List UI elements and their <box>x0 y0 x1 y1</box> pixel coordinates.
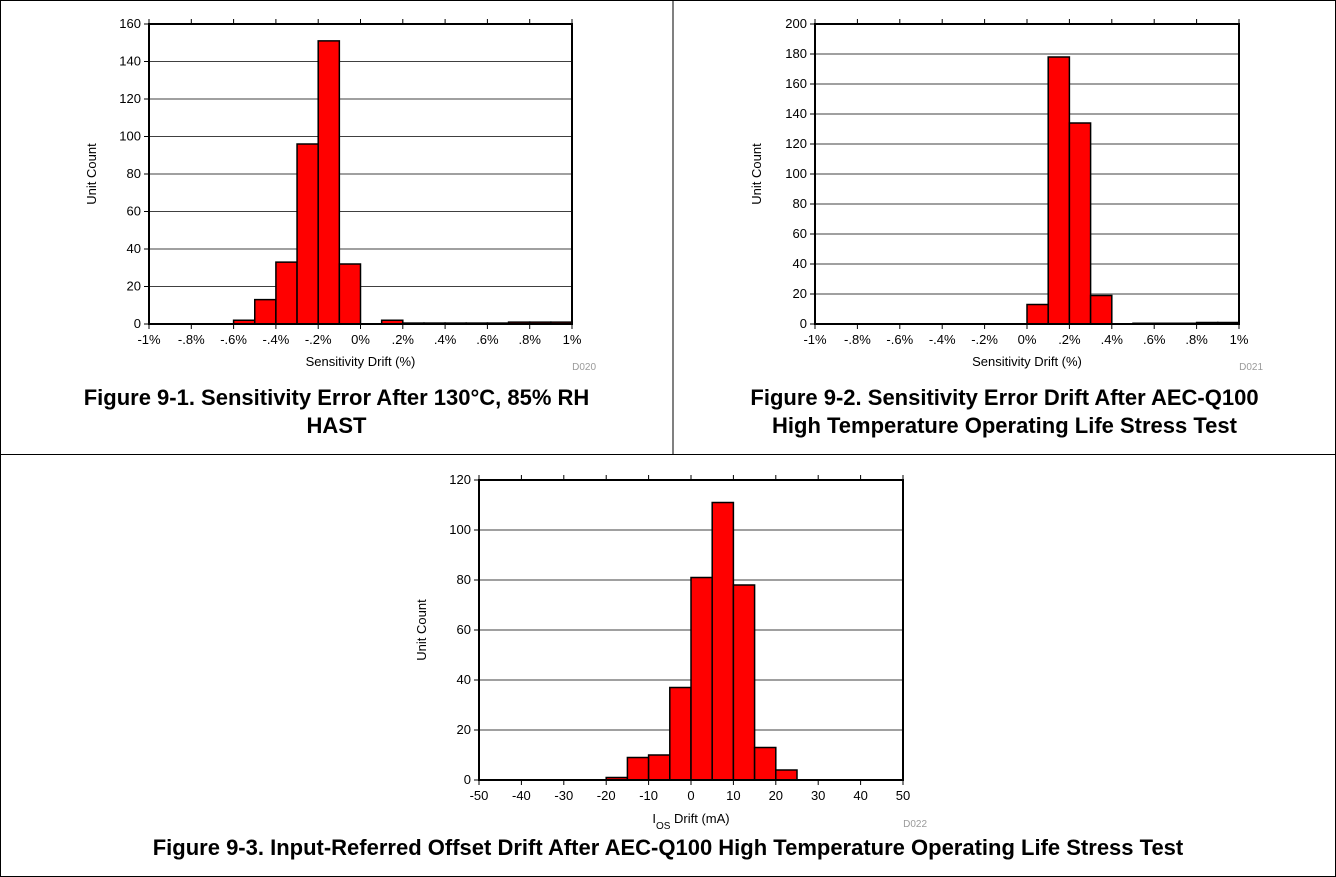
fig2-ytick-label: 140 <box>785 106 807 121</box>
fig1-ytick-label: 120 <box>119 91 141 106</box>
fig1-xtick-label: -.4% <box>263 332 290 347</box>
fig1-bar-4 <box>317 40 341 325</box>
fig3-figure-code: D022 <box>903 819 927 830</box>
chart-fig2: 0 20 40 60 80 100 120 140 160 180 200 -1% -.8% -.6% -.… <box>749 16 1263 373</box>
fig2-figure-code: D021 <box>1239 362 1263 373</box>
fig1-ytick-label: 140 <box>119 54 141 69</box>
fig2-ytick-label: 180 <box>785 46 807 61</box>
fig1-ylabel: Unit Count <box>84 143 99 205</box>
fig1-bar-2 <box>275 261 298 325</box>
fig3-xtick-label: 20 <box>769 788 783 803</box>
figure-9-1: 0 20 40 60 80 100 120 140 160 -1% -.8% -.6% -.4% -.2%… <box>0 0 673 454</box>
fig2-ytick-label: 80 <box>793 196 807 211</box>
fig1-ytick-label: 40 <box>127 241 141 256</box>
fig3-bar-5 <box>711 501 735 781</box>
fig1-xtick-label: 0% <box>351 332 370 347</box>
fig2-ylabel: Unit Count <box>749 143 764 205</box>
fig1-xlabel: Sensitivity Drift (%) <box>306 354 416 369</box>
fig1-ytick-label: 100 <box>119 129 141 144</box>
fig3-ytick-label: 60 <box>457 622 471 637</box>
fig2-xtick-label: -.2% <box>971 332 998 347</box>
fig1-ytick-label: 60 <box>127 204 141 219</box>
fig1-ytick-label: 20 <box>127 279 141 294</box>
figure-9-3: 0 20 40 60 80 100 120 -50 -40 -30 -20 -10 0 10 20 30 40 5… <box>0 455 1336 877</box>
fig1-xtick-label: .2% <box>392 332 415 347</box>
fig3-xtick-label: -10 <box>639 788 658 803</box>
fig2-bar-3 <box>1089 294 1113 325</box>
caption-fig1-line2: HAST <box>306 413 367 438</box>
fig3-xtick-label: -40 <box>512 788 531 803</box>
caption-fig2-line1: Figure 9-2. Sensitivity Error Drift Afte… <box>750 385 1259 410</box>
fig3-ytick-label: 20 <box>457 722 471 737</box>
fig2-xtick-label: 0% <box>1018 332 1037 347</box>
fig1-xtick-label: -.8% <box>178 332 205 347</box>
fig2-bar-0 <box>1026 303 1049 325</box>
fig3-xtick-label: 10 <box>726 788 740 803</box>
fig2-ytick-label: 120 <box>785 136 807 151</box>
fig1-xtick-label: -.2% <box>305 332 332 347</box>
fig1-xtick-label: .8% <box>518 332 541 347</box>
fig2-xtick-label: .4% <box>1101 332 1124 347</box>
fig3-bar-8 <box>775 769 798 781</box>
caption-fig3: Figure 9-3. Input-Referred Offset Drift … <box>152 835 1184 860</box>
fig2-ytick-label: 20 <box>793 286 807 301</box>
fig1-ytick-label: 80 <box>127 166 141 181</box>
fig2-xtick-label: -1% <box>803 332 827 347</box>
fig3-xtick-label: 0 <box>687 788 694 803</box>
fig3-ytick-label: 40 <box>457 672 471 687</box>
fig3-ylabel: Unit Count <box>414 599 429 661</box>
fig2-xtick-label: .6% <box>1143 332 1166 347</box>
chart-fig3: 0 20 40 60 80 100 120 -50 -40 -30 -20 -10 0 10 20 30 40 5… <box>414 472 927 832</box>
fig3-ytick-label: 120 <box>449 472 471 487</box>
fig1-ytick-label: 160 <box>119 16 141 31</box>
fig1-ytick-label: 0 <box>134 316 141 331</box>
caption-fig2-line2: High Temperature Operating Life Stress T… <box>772 413 1237 438</box>
fig2-xtick-label: 1% <box>1230 332 1249 347</box>
fig2-xtick-label: .8% <box>1185 332 1208 347</box>
fig2-ytick-label: 0 <box>800 316 807 331</box>
fig1-xtick-label: -1% <box>137 332 161 347</box>
fig1-bar-1 <box>254 298 277 325</box>
fig3-ytick-label: 100 <box>449 522 471 537</box>
fig2-ytick-label: 160 <box>785 76 807 91</box>
fig2-bar-2 <box>1068 122 1092 325</box>
fig2-ytick-label: 40 <box>793 256 807 271</box>
fig2-xtick-label: -.6% <box>886 332 913 347</box>
fig1-bar-5 <box>338 263 362 325</box>
fig1-gridlines <box>149 61 572 287</box>
fig3-xtick-label: 40 <box>853 788 867 803</box>
fig2-ytick-label: 200 <box>785 16 807 31</box>
fig2-ytick-label: 100 <box>785 166 807 181</box>
figure-9-2: 0 20 40 60 80 100 120 140 160 180 200 -1% -.8% -.6% -.… <box>673 0 1336 454</box>
fig3-ytick-label: 0 <box>464 772 471 787</box>
fig2-xtick-label: -.4% <box>929 332 956 347</box>
fig3-ytick-label: 80 <box>457 572 471 587</box>
fig3-bar-2 <box>647 754 671 781</box>
fig3-bar-1 <box>626 756 650 781</box>
caption-fig1-line1: Figure 9-1. Sensitivity Error After 130°… <box>83 385 590 410</box>
fig2-xtick-label: .2% <box>1058 332 1081 347</box>
fig3-xtick-label: 30 <box>811 788 825 803</box>
fig3-xtick-label: -30 <box>554 788 573 803</box>
fig3-bar-3 <box>669 686 692 781</box>
fig1-xtick-label: 1% <box>563 332 582 347</box>
fig3-xtick-label: -20 <box>597 788 616 803</box>
fig1-xtick-label: .6% <box>476 332 499 347</box>
fig2-xlabel: Sensitivity Drift (%) <box>972 354 1082 369</box>
fig3-xtick-label: 50 <box>896 788 910 803</box>
fig1-xtick-label: .4% <box>434 332 457 347</box>
fig3-bar-4 <box>690 576 713 781</box>
chart-fig1: 0 20 40 60 80 100 120 140 160 -1% -.8% -.6% -.4% -.2%… <box>84 16 596 373</box>
fig2-gridlines <box>815 53 1239 295</box>
fig1-xtick-label: -.6% <box>220 332 247 347</box>
fig2-xtick-label: -.8% <box>844 332 871 347</box>
fig2-ytick-label: 60 <box>793 226 807 241</box>
fig3-xlabel: IOS Drift (mA) <box>652 811 729 832</box>
fig3-bar-6 <box>732 584 756 781</box>
fig2-bar-1 <box>1047 56 1071 325</box>
fig1-figure-code: D020 <box>572 362 596 373</box>
fig3-xtick-label: -50 <box>470 788 489 803</box>
fig3-bar-7 <box>753 746 777 781</box>
fig1-bar-3 <box>296 143 319 325</box>
